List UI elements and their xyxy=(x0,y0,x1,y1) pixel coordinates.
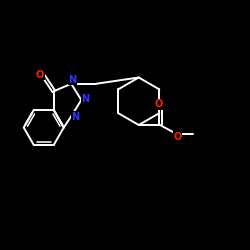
Text: N: N xyxy=(71,112,79,122)
Text: N: N xyxy=(68,75,76,85)
Text: N: N xyxy=(81,94,89,104)
Text: O: O xyxy=(174,132,182,142)
Text: O: O xyxy=(154,100,163,110)
Text: O: O xyxy=(36,70,44,80)
